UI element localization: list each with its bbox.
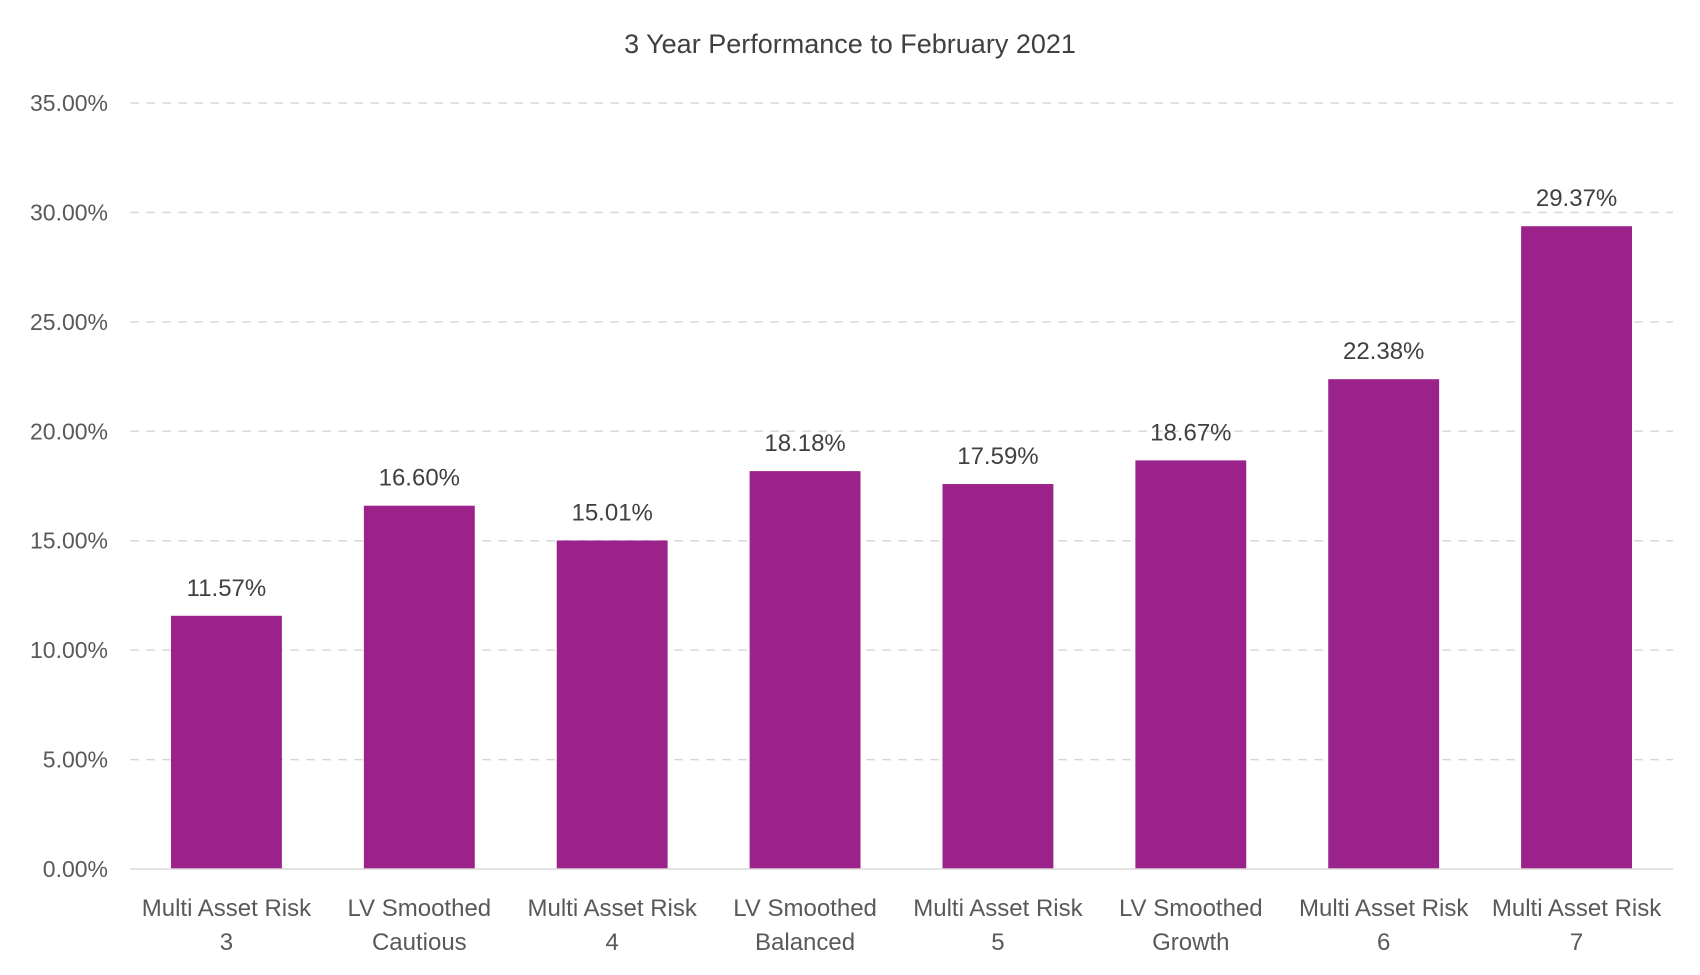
chart-title: 3 Year Performance to February 2021: [624, 29, 1076, 59]
x-tick-label: LV Smoothed Growth: [1119, 895, 1263, 956]
data-label: 11.57%: [187, 575, 267, 602]
data-label: 22.38%: [1343, 338, 1424, 365]
data-label: 29.37%: [1536, 185, 1617, 212]
y-tick-label: 20.00%: [30, 418, 108, 444]
y-tick-label: 10.00%: [30, 637, 108, 663]
data-label: 17.59%: [957, 443, 1038, 470]
gridlines: [130, 102, 1673, 761]
bar: [749, 471, 861, 869]
data-label: 18.18%: [764, 430, 845, 457]
y-tick-label: 35.00%: [30, 90, 108, 116]
x-tick-label: Multi Asset Risk 4: [528, 895, 698, 956]
bars: [170, 226, 1633, 870]
data-label: 15.01%: [571, 499, 652, 526]
data-label: 16.60%: [379, 465, 460, 492]
y-tick-label: 30.00%: [30, 199, 108, 225]
y-tick-label: 0.00%: [43, 856, 108, 882]
x-tick-label: LV Smoothed Balanced: [733, 895, 877, 956]
bar: [363, 505, 475, 869]
data-labels: 11.57% 16.60% 15.01% 18.18% 17.59% 18.67% 22.3…: [187, 185, 1618, 602]
bar: [170, 615, 282, 869]
x-tick-label: Multi Asset Risk 6: [1299, 895, 1469, 956]
bar: [1135, 460, 1247, 869]
y-tick-label: 15.00%: [30, 528, 108, 554]
bar: [556, 540, 668, 869]
y-tick-label: 5.00%: [43, 747, 108, 773]
y-tick-label: 25.00%: [30, 309, 108, 335]
data-label: 18.67%: [1150, 419, 1231, 446]
x-axis-categories: Multi Asset Risk 3 LV Smoothed Cautious Mult…: [142, 895, 1662, 956]
x-tick-label: Multi Asset Risk 7: [1492, 895, 1662, 956]
x-tick-label: LV Smoothed Cautious: [347, 895, 491, 956]
x-tick-label: Multi Asset Risk 3: [142, 895, 312, 956]
bar: [942, 484, 1054, 869]
x-tick-label: Multi Asset Risk 5: [913, 895, 1083, 956]
bar: [1521, 226, 1633, 870]
bar: [1328, 379, 1440, 869]
y-axis-ticks: 0.00% 5.00% 10.00% 15.00% 20.00% 25.00% 30.00%…: [30, 90, 108, 882]
